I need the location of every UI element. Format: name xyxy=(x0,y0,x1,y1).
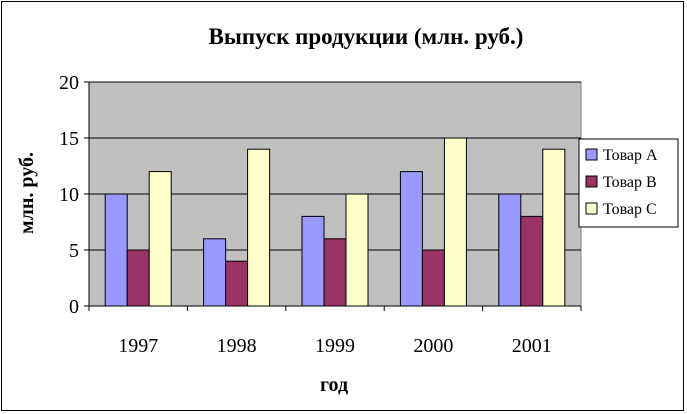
bar xyxy=(323,238,347,307)
bar xyxy=(301,215,325,307)
x-tick-label: 2001 xyxy=(512,335,552,357)
y-axis-label: млн. руб. xyxy=(16,152,38,234)
legend-label: Товар C xyxy=(603,201,657,218)
y-tick-label: 20 xyxy=(59,72,79,94)
legend-label: Товар B xyxy=(603,174,657,191)
bar xyxy=(203,238,227,307)
bar xyxy=(421,249,445,307)
x-tick-label: 1998 xyxy=(217,335,257,357)
legend-swatch xyxy=(585,175,598,188)
bar xyxy=(498,193,522,307)
x-axis-label: год xyxy=(320,374,348,396)
bar xyxy=(148,171,172,307)
bar xyxy=(247,148,271,307)
x-tick-label: 2000 xyxy=(413,335,453,357)
legend-swatch xyxy=(585,148,598,161)
y-tick-label: 0 xyxy=(69,296,79,318)
chart-title: Выпуск продукции (млн. руб.) xyxy=(209,24,524,49)
bar xyxy=(443,137,467,307)
bar xyxy=(542,148,566,307)
legend-label: Товар A xyxy=(603,147,658,164)
bar xyxy=(104,193,128,307)
x-tick-label: 1999 xyxy=(315,335,355,357)
legend-swatch xyxy=(585,202,598,215)
bar xyxy=(345,193,369,307)
bar xyxy=(399,171,423,307)
bar xyxy=(225,260,249,307)
y-tick-label: 15 xyxy=(59,128,79,150)
y-tick-label: 10 xyxy=(59,184,79,206)
bar xyxy=(520,215,544,307)
x-tick-label: 1997 xyxy=(118,335,158,357)
y-tick-label: 5 xyxy=(69,240,79,262)
bar xyxy=(126,249,150,307)
